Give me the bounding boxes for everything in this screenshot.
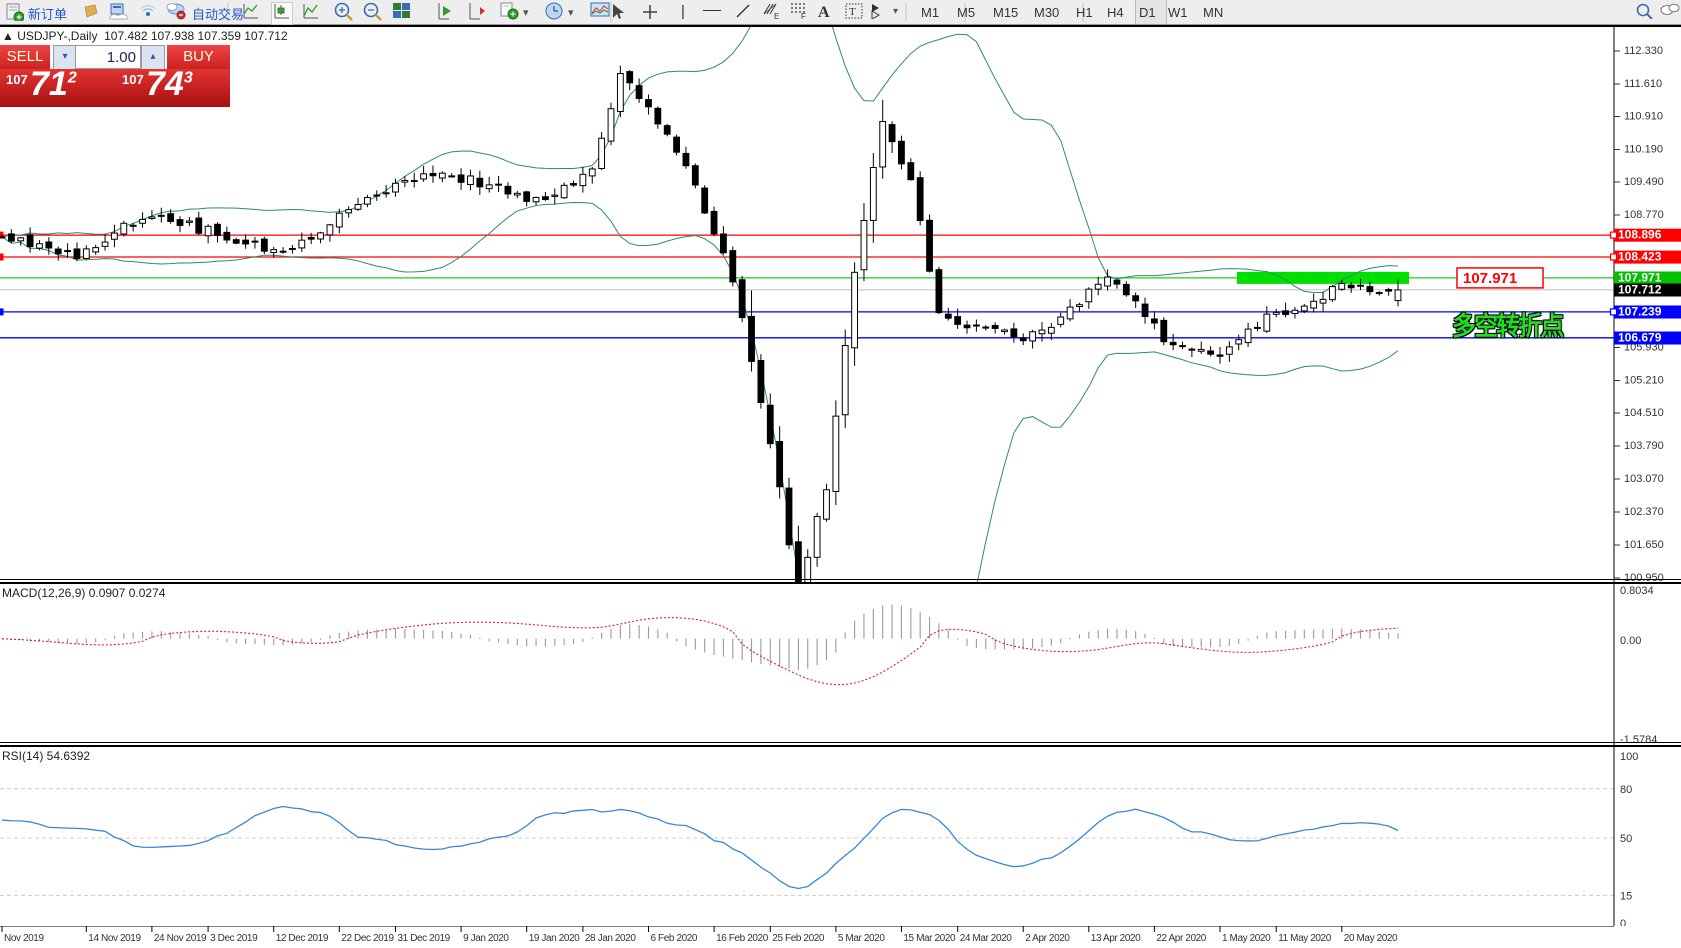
svg-text:102.370: 102.370 — [1624, 506, 1664, 518]
svg-text:103.790: 103.790 — [1624, 440, 1664, 452]
svg-text:108.423: 108.423 — [1618, 250, 1662, 264]
svg-text:6 Feb 2020: 6 Feb 2020 — [651, 933, 698, 944]
svg-text:15: 15 — [1620, 890, 1632, 902]
svg-text:107.971: 107.971 — [1463, 270, 1517, 287]
svg-text:100.950: 100.950 — [1624, 572, 1664, 582]
svg-text:25 Feb 2020: 25 Feb 2020 — [772, 933, 825, 944]
svg-text:E: E — [774, 12, 779, 20]
svg-text:3 Dec 2019: 3 Dec 2019 — [210, 933, 258, 944]
svg-text:106.679: 106.679 — [1618, 331, 1662, 345]
svg-text:107.712: 107.712 — [1618, 283, 1662, 297]
svg-text:110.910: 110.910 — [1624, 111, 1663, 123]
svg-text:22 Dec 2019: 22 Dec 2019 — [341, 933, 394, 944]
svg-text:14 Nov 2019: 14 Nov 2019 — [88, 933, 141, 944]
svg-text:108.770: 108.770 — [1624, 209, 1664, 221]
svg-text:50: 50 — [1620, 833, 1632, 845]
svg-text:9 Jan 2020: 9 Jan 2020 — [463, 933, 509, 944]
svg-text:19 Jan 2020: 19 Jan 2020 — [529, 933, 580, 944]
svg-text:5 Mar 2020: 5 Mar 2020 — [838, 933, 885, 944]
svg-text:108.896: 108.896 — [1618, 228, 1662, 242]
svg-text:11 May 2020: 11 May 2020 — [1278, 933, 1332, 944]
svg-text:13 Apr 2020: 13 Apr 2020 — [1091, 933, 1141, 944]
svg-text:109.490: 109.490 — [1624, 176, 1664, 188]
svg-text:16 Feb 2020: 16 Feb 2020 — [716, 933, 769, 944]
svg-text:0.8034: 0.8034 — [1620, 585, 1654, 597]
svg-text:12 Dec 2019: 12 Dec 2019 — [276, 933, 329, 944]
svg-text:103.070: 103.070 — [1624, 473, 1664, 485]
svg-text:2 Apr 2020: 2 Apr 2020 — [1025, 933, 1070, 944]
svg-text:105.210: 105.210 — [1624, 375, 1664, 387]
svg-text:101.650: 101.650 — [1624, 539, 1664, 551]
svg-text:110.190: 110.190 — [1624, 144, 1663, 156]
svg-text:28 Jan 2020: 28 Jan 2020 — [585, 933, 636, 944]
svg-text:20 May 2020: 20 May 2020 — [1344, 933, 1398, 944]
svg-text:T: T — [849, 6, 856, 18]
svg-text:104.510: 104.510 — [1624, 407, 1664, 419]
svg-text:24 Mar 2020: 24 Mar 2020 — [960, 933, 1013, 944]
svg-text:24 Nov 2019: 24 Nov 2019 — [154, 933, 207, 944]
svg-text:22 Apr 2020: 22 Apr 2020 — [1156, 933, 1206, 944]
svg-text:100: 100 — [1620, 751, 1638, 763]
svg-text:1 May 2020: 1 May 2020 — [1222, 933, 1271, 944]
svg-text:15 Mar 2020: 15 Mar 2020 — [903, 933, 956, 944]
svg-text:0.00: 0.00 — [1620, 635, 1641, 647]
svg-text:31 Dec 2019: 31 Dec 2019 — [398, 933, 451, 944]
svg-text:Nov 2019: Nov 2019 — [4, 933, 44, 944]
svg-text:F: F — [801, 12, 806, 20]
svg-text:111.610: 111.610 — [1624, 78, 1662, 90]
svg-text:112.330: 112.330 — [1624, 45, 1663, 57]
svg-text:80: 80 — [1620, 784, 1632, 796]
svg-text:107.239: 107.239 — [1618, 305, 1662, 319]
